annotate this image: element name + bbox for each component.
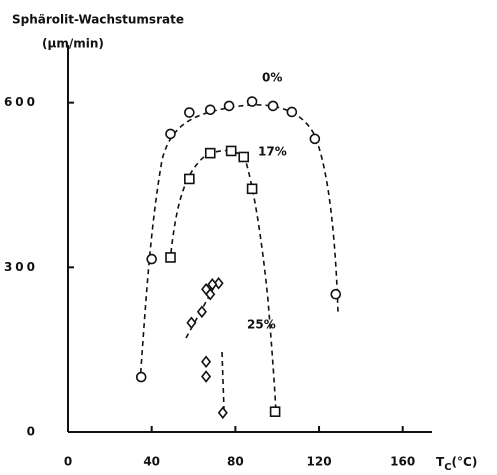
point <box>309 133 321 145</box>
point <box>204 104 216 116</box>
point <box>207 278 218 291</box>
point <box>223 100 235 112</box>
point <box>269 406 281 417</box>
point <box>201 282 212 296</box>
y-tick-label: 0 <box>27 425 38 439</box>
fit-curve <box>169 149 277 415</box>
point <box>217 406 228 420</box>
x-tick-label: 0 <box>64 455 72 469</box>
y-axis-label: (µm/min) <box>42 37 104 51</box>
point <box>246 183 258 195</box>
point <box>225 145 237 157</box>
point <box>186 316 197 330</box>
x-label-unit: (°C) <box>452 455 478 469</box>
point <box>184 107 195 118</box>
point <box>246 96 258 107</box>
x-tick-label: 80 <box>227 455 244 469</box>
point <box>165 252 176 263</box>
point <box>146 253 157 265</box>
point <box>201 355 212 369</box>
x-tick-label: 40 <box>143 455 160 469</box>
point <box>286 106 298 118</box>
point <box>184 173 195 185</box>
point <box>165 128 176 140</box>
fit-curve <box>221 351 225 411</box>
point <box>238 151 250 163</box>
point <box>196 305 207 319</box>
point <box>135 371 147 383</box>
x-tick-label: 160 <box>390 455 415 469</box>
chart-title: Sphärolit-Wachstumsrate <box>12 13 184 27</box>
fit-curve <box>139 104 339 383</box>
point <box>267 100 279 112</box>
x-label-sub: C <box>444 462 451 473</box>
series-label: 17% <box>258 145 287 159</box>
x-axis-label: TC(°C) <box>436 455 477 474</box>
point <box>330 288 342 300</box>
x-tick-label: 120 <box>307 455 332 469</box>
y-tick-label: 600 <box>4 95 38 109</box>
point <box>213 276 224 290</box>
x-label-main: T <box>436 455 445 469</box>
y-tick-label: 300 <box>4 260 38 274</box>
point <box>201 370 212 383</box>
series-label: 25% <box>247 318 276 332</box>
series-label: 0% <box>262 71 282 85</box>
point <box>204 147 216 159</box>
